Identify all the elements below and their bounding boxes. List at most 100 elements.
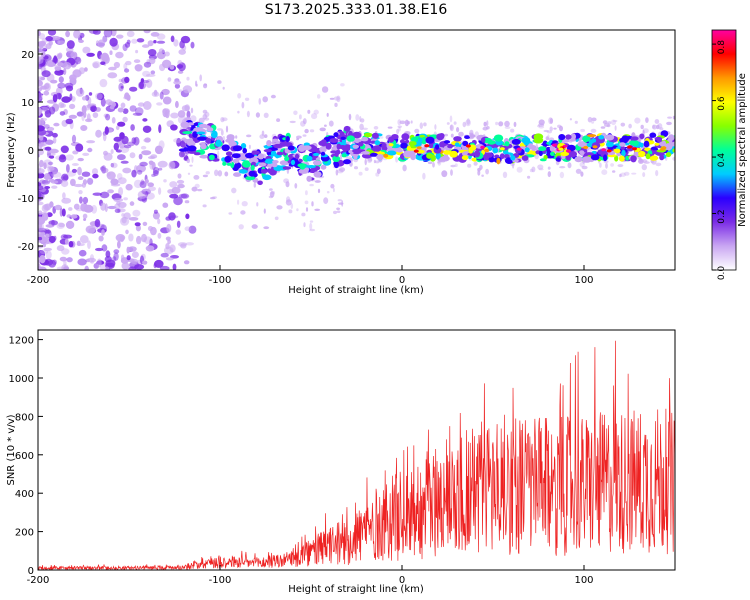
- heatmap-cell: [427, 161, 433, 165]
- heatmap-cell: [302, 134, 307, 137]
- heatmap-cell: [591, 117, 597, 122]
- heatmap-cell: [116, 34, 124, 39]
- heatmap-cell: [162, 96, 172, 105]
- heatmap-cell: [399, 120, 406, 125]
- heatmap-cell: [43, 175, 52, 180]
- heatmap-cell: [503, 154, 510, 159]
- y-tick-label: -10: [18, 194, 34, 205]
- heatmap-cell: [333, 210, 337, 215]
- heatmap-cell: [221, 144, 230, 152]
- heatmap-cell: [359, 123, 364, 131]
- heatmap-cell: [353, 155, 358, 160]
- heatmap-cell: [38, 210, 43, 216]
- heatmap-cell: [65, 118, 74, 125]
- heatmap-cell: [206, 127, 214, 132]
- heatmap-cell: [138, 153, 143, 160]
- heatmap-cell: [62, 192, 66, 200]
- heatmap-cell: [621, 135, 630, 143]
- heatmap-cell: [320, 164, 327, 170]
- y-tick-label: 20: [21, 50, 34, 61]
- heatmap-cell: [329, 138, 339, 143]
- heatmap-cell: [56, 222, 65, 229]
- heatmap-cell: [145, 73, 156, 77]
- heatmap-cell: [274, 216, 279, 221]
- heatmap-cell: [587, 134, 597, 138]
- heatmap-cell: [86, 140, 96, 144]
- heatmap-cell: [437, 161, 441, 164]
- heatmap-cell: [65, 154, 74, 161]
- heatmap-cell: [191, 186, 198, 192]
- heatmap-cell: [510, 128, 515, 133]
- y-tick-label: 10: [21, 98, 34, 109]
- heatmap-cell: [142, 125, 152, 133]
- heatmap-cell: [72, 150, 79, 155]
- heatmap-cell: [614, 155, 619, 162]
- heatmap-cell: [244, 97, 250, 102]
- heatmap-cell: [257, 153, 264, 160]
- heatmap-cell: [226, 162, 232, 166]
- heatmap-cell: [185, 242, 194, 246]
- heatmap-cell: [499, 153, 505, 160]
- heatmap-cell: [63, 67, 67, 76]
- heatmap-cell: [129, 86, 138, 92]
- heatmap-cell: [38, 201, 44, 206]
- heatmap-cell: [375, 160, 380, 164]
- heatmap-cell: [77, 258, 87, 266]
- heatmap-cell: [282, 166, 292, 170]
- heatmap-cell: [38, 92, 43, 100]
- heatmap-cell: [117, 121, 126, 127]
- heatmap-cell: [104, 126, 109, 135]
- heatmap-cell: [309, 228, 316, 232]
- heatmap-cell: [386, 150, 397, 156]
- heatmap-cell: [124, 76, 130, 83]
- heatmap-cell: [137, 102, 145, 107]
- heatmap-cell: [82, 96, 87, 101]
- heatmap-cell: [71, 163, 79, 166]
- heatmap-cell: [190, 115, 197, 123]
- heatmap-cell: [296, 208, 299, 212]
- colorbar-tick-label: 0.0: [717, 266, 727, 281]
- heatmap-cell: [538, 150, 543, 157]
- heatmap-cell: [276, 118, 281, 122]
- heatmap-cell: [652, 124, 655, 129]
- heatmap-cell: [379, 136, 384, 139]
- heatmap-cell: [217, 80, 222, 84]
- heatmap-cell: [667, 116, 672, 119]
- heatmap-cell: [668, 134, 675, 141]
- heatmap-cell: [53, 122, 60, 127]
- heatmap-cell: [142, 80, 150, 83]
- heatmap-cell: [125, 60, 132, 66]
- heatmap-cell: [503, 150, 509, 155]
- heatmap-cell: [99, 78, 108, 88]
- heatmap-cell: [642, 172, 646, 178]
- heatmap-cell: [57, 40, 61, 45]
- heatmap-cell: [118, 187, 124, 196]
- heatmap-cell: [421, 136, 427, 145]
- heatmap-cell: [317, 188, 321, 194]
- heatmap-cell: [248, 170, 256, 177]
- heatmap-cell: [612, 170, 616, 173]
- heatmap-cell: [340, 136, 346, 140]
- heatmap-cell: [88, 92, 93, 96]
- heatmap-cell: [198, 117, 205, 124]
- heatmap-cell: [603, 154, 608, 162]
- heatmap-cell: [346, 135, 355, 142]
- heatmap-cell: [614, 125, 617, 131]
- heatmap-cell: [158, 140, 165, 150]
- heatmap-cell: [231, 153, 241, 159]
- heatmap-cell: [464, 135, 471, 140]
- heatmap-cell: [263, 134, 268, 139]
- x-tick-label: -200: [27, 575, 50, 586]
- heatmap-cell: [620, 146, 626, 150]
- heatmap-cell: [169, 181, 178, 188]
- heatmap-cell: [333, 132, 339, 138]
- heatmap-cell: [231, 187, 237, 194]
- heatmap-cell: [305, 190, 308, 196]
- heatmap-cell: [404, 119, 409, 127]
- heatmap-cell: [416, 146, 422, 150]
- heatmap-cell: [579, 150, 585, 155]
- heatmap-cell: [131, 38, 138, 44]
- heatmap-cell: [110, 149, 114, 155]
- heatmap-cell: [125, 229, 129, 235]
- heatmap-cell: [164, 51, 170, 57]
